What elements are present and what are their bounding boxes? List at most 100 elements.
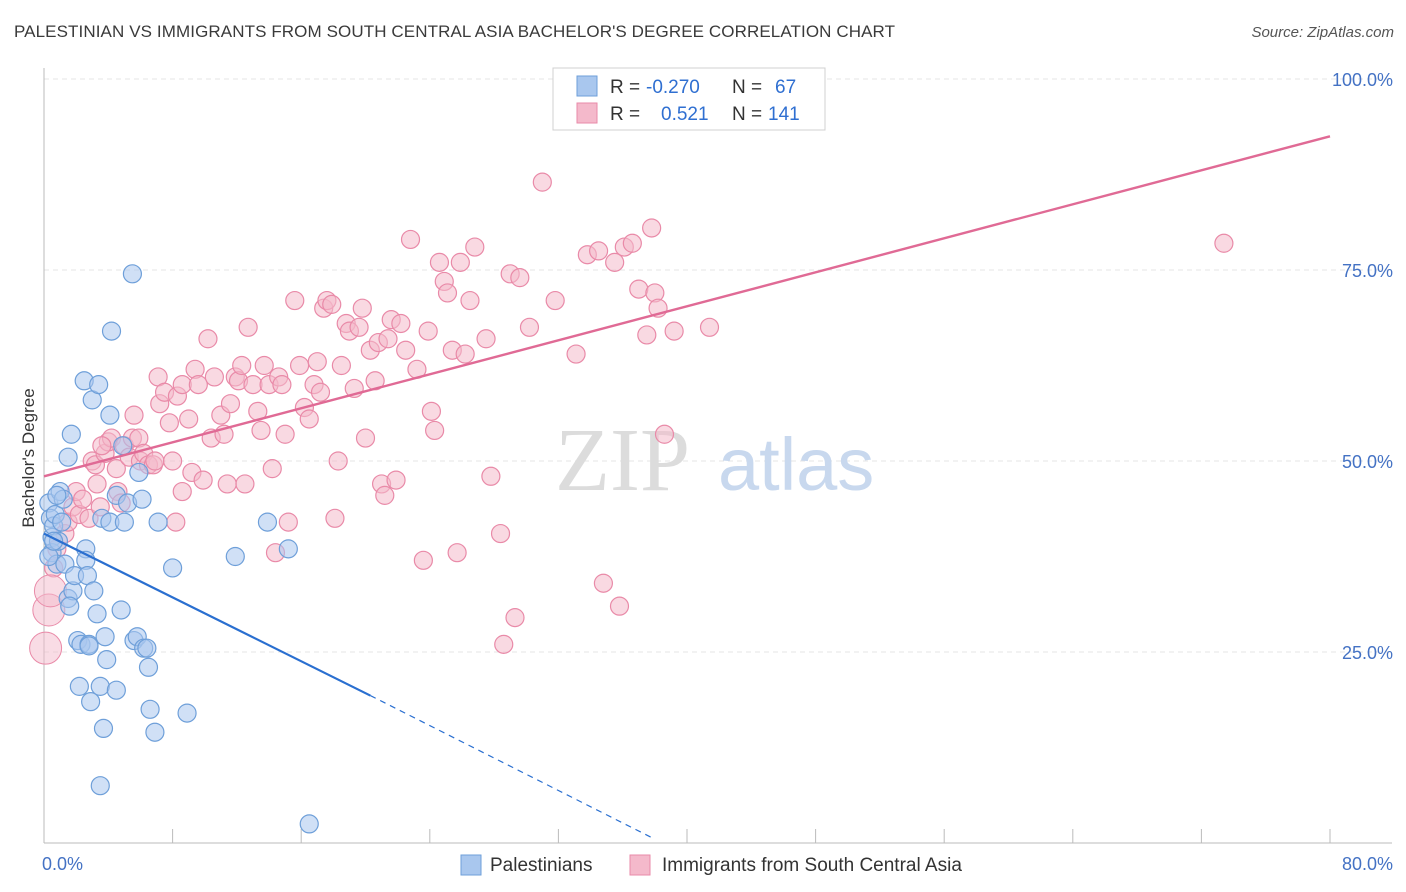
immigrants-point bbox=[163, 451, 183, 471]
legend-n-label-2: N = bbox=[732, 104, 762, 125]
immigrants-point bbox=[476, 329, 496, 349]
palestinians-point bbox=[257, 512, 278, 532]
immigrants-point bbox=[510, 268, 530, 288]
y-tick-label-75: 75.0% bbox=[1342, 261, 1393, 281]
bottom-legend-immigrants: Immigrants from South Central Asia bbox=[662, 855, 962, 876]
immigrants-point bbox=[593, 573, 614, 593]
immigrants-point bbox=[609, 596, 630, 616]
immigrants-point bbox=[328, 451, 348, 471]
bottom-legend-palestinians: Palestinians bbox=[490, 855, 592, 876]
immigrants-point bbox=[198, 329, 218, 349]
immigrants-point bbox=[204, 367, 224, 387]
legend-n-label-1: N = bbox=[732, 77, 762, 98]
palestinians-point bbox=[299, 814, 319, 834]
immigrants-point bbox=[307, 352, 327, 372]
immigrants-point bbox=[494, 634, 514, 654]
palestinians-point bbox=[145, 722, 165, 742]
palestinians-point bbox=[132, 489, 152, 509]
immigrants-point bbox=[447, 543, 467, 563]
palestinians-point bbox=[101, 321, 122, 341]
palestinians-point bbox=[89, 375, 109, 395]
palestinians-point bbox=[278, 539, 298, 559]
immigrants-point bbox=[352, 298, 372, 318]
y-tick-labels: 25.0% 50.0% 75.0% 100.0% bbox=[1332, 70, 1393, 663]
immigrants-point bbox=[418, 321, 438, 341]
immigrants-point bbox=[179, 409, 199, 429]
immigrants-point bbox=[532, 172, 552, 192]
bottom-legend-swatch-pink bbox=[629, 854, 651, 876]
legend-r-value-1: -0.270 bbox=[646, 77, 700, 98]
immigrants-point bbox=[243, 375, 263, 395]
immigrants-point bbox=[421, 401, 442, 421]
y-tick-label-25: 25.0% bbox=[1342, 643, 1393, 663]
immigrants-point bbox=[217, 474, 237, 494]
palestinians-point bbox=[93, 718, 114, 739]
palestinians-point bbox=[90, 776, 110, 796]
palestinians-point bbox=[97, 650, 117, 670]
legend-r-value-2: 0.521 bbox=[661, 104, 709, 125]
immigrants-point bbox=[629, 279, 649, 299]
immigrants-point bbox=[235, 474, 255, 494]
palestinians-point bbox=[114, 512, 134, 532]
immigrants-point bbox=[400, 229, 421, 250]
immigrants-point bbox=[566, 344, 586, 364]
immigrants-point bbox=[490, 523, 511, 544]
trend-line-immigrants bbox=[43, 135, 1331, 478]
chart-title: PALESTINIAN VS IMMIGRANTS FROM SOUTH CEN… bbox=[14, 22, 896, 41]
immigrants-point bbox=[254, 355, 274, 376]
trend-line-palestinians-extension bbox=[370, 695, 656, 840]
series-legend: Palestinians Immigrants from South Centr… bbox=[460, 854, 962, 876]
immigrants-point bbox=[220, 394, 241, 414]
legend-r-label-1: R = bbox=[610, 77, 640, 98]
immigrants-point bbox=[429, 252, 450, 272]
immigrants-point bbox=[455, 344, 475, 364]
immigrants-point bbox=[232, 355, 252, 376]
immigrants-point bbox=[460, 290, 480, 311]
palestinians-point bbox=[148, 512, 168, 532]
immigrants-point bbox=[622, 233, 642, 253]
palestinians-point bbox=[52, 512, 72, 532]
palestinians-point bbox=[140, 699, 160, 719]
palestinians-point bbox=[163, 558, 183, 578]
immigrants-point bbox=[289, 355, 310, 376]
bottom-legend-swatch-blue bbox=[460, 854, 482, 876]
immigrants-point bbox=[285, 290, 305, 311]
immigrants-point bbox=[310, 382, 331, 402]
legend-r-label-2: R = bbox=[610, 104, 640, 125]
x-tick-label-0: 0.0% bbox=[42, 854, 83, 874]
palestinians-point bbox=[137, 638, 157, 658]
immigrants-point bbox=[262, 459, 282, 479]
x-tick-label-80: 80.0% bbox=[1342, 854, 1393, 874]
series-palestinians-points bbox=[39, 264, 319, 834]
palestinians-point bbox=[58, 447, 78, 467]
immigrants-point bbox=[188, 375, 208, 395]
palestinians-point bbox=[60, 596, 80, 616]
immigrants-point bbox=[355, 428, 376, 448]
immigrants-point bbox=[375, 485, 395, 505]
immigrants-point bbox=[275, 424, 295, 444]
watermark-atlas: atlas bbox=[718, 423, 874, 506]
palestinians-point bbox=[113, 436, 133, 456]
palestinians-point bbox=[81, 692, 101, 712]
palestinians-point bbox=[100, 405, 120, 425]
stats-legend-box bbox=[552, 67, 826, 131]
axes bbox=[43, 68, 1392, 844]
immigrants-point bbox=[588, 241, 609, 261]
y-tick-label-100: 100.0% bbox=[1332, 70, 1393, 90]
immigrants-point bbox=[545, 290, 565, 311]
palestinians-point bbox=[61, 424, 81, 444]
immigrants-point bbox=[124, 405, 144, 425]
watermark-zip: ZIP bbox=[555, 411, 690, 510]
immigrants-point bbox=[605, 252, 625, 272]
trend-line-palestinians bbox=[43, 532, 371, 697]
legend-swatch-blue bbox=[576, 75, 598, 97]
immigrants-point bbox=[145, 451, 165, 471]
immigrants-point bbox=[278, 512, 298, 532]
immigrants-point bbox=[92, 436, 112, 456]
immigrants-point bbox=[1214, 233, 1234, 253]
immigrants-point-large bbox=[29, 631, 63, 665]
immigrants-point bbox=[437, 283, 458, 303]
immigrants-point bbox=[664, 321, 684, 341]
immigrants-point bbox=[172, 481, 192, 502]
palestinians-point bbox=[106, 680, 126, 700]
